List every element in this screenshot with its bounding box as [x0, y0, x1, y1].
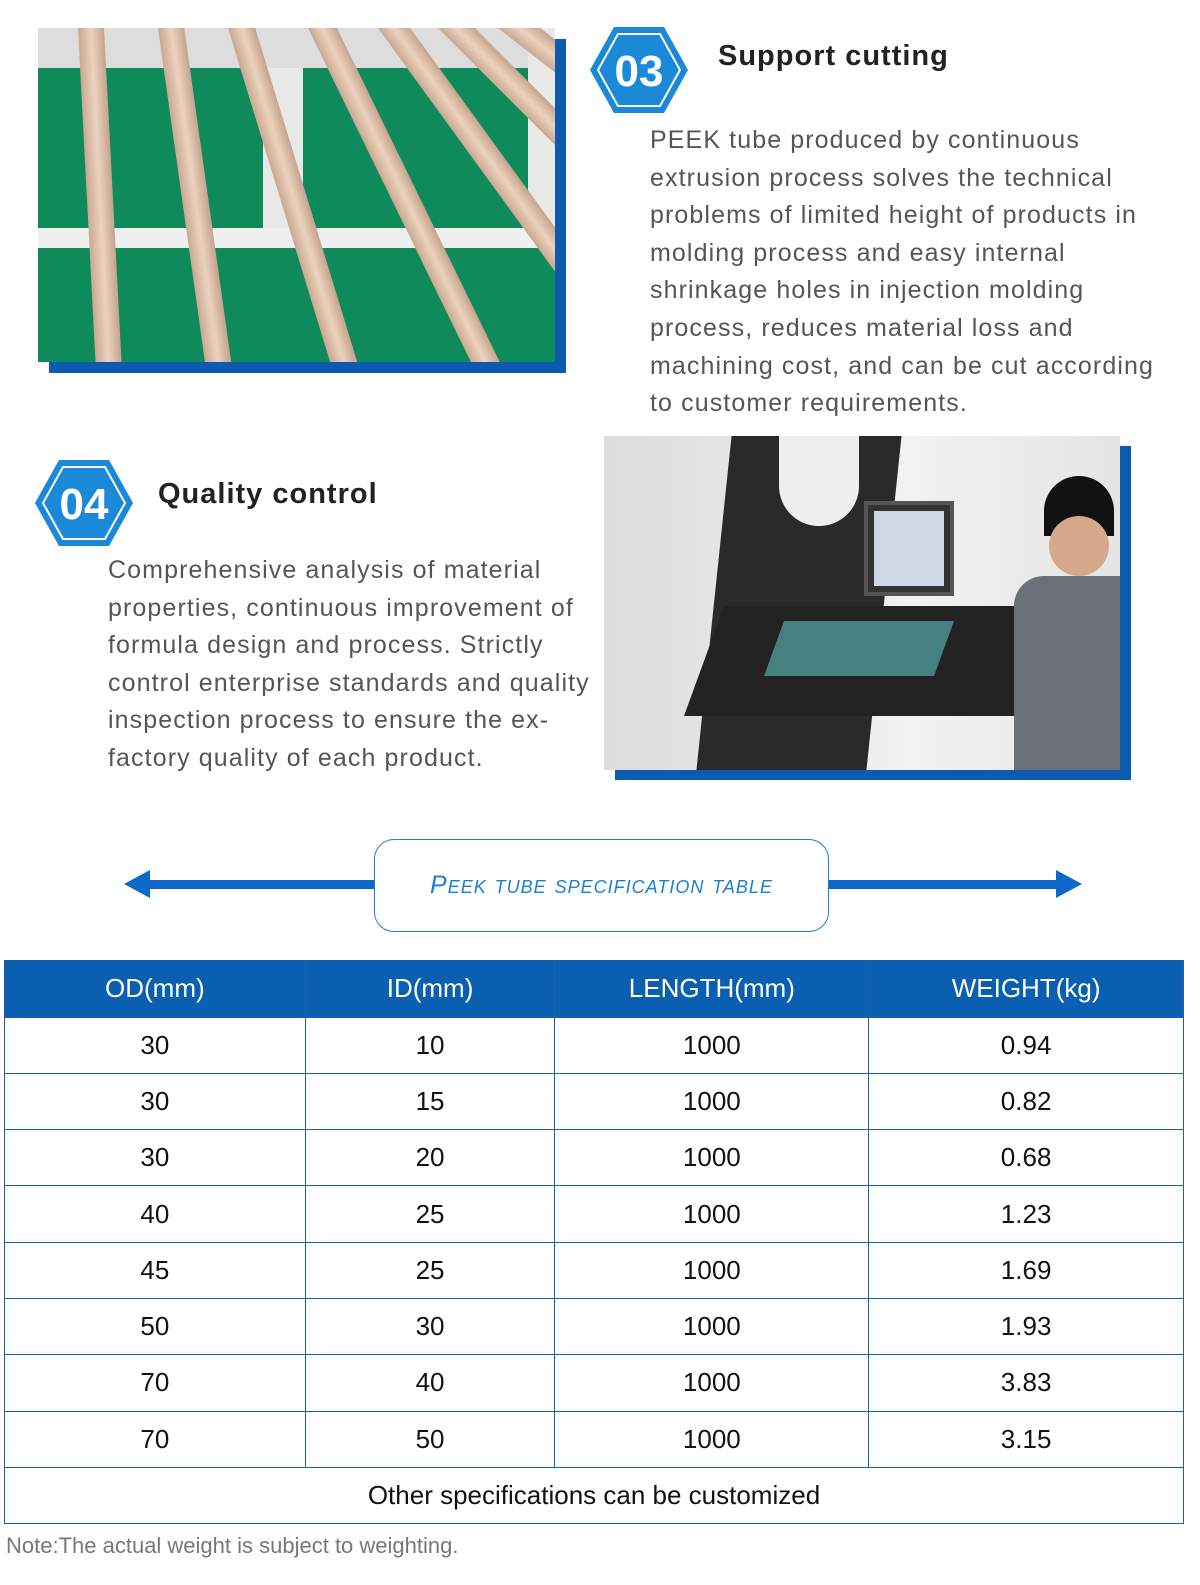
table-cell: 1000 [554, 1354, 870, 1412]
table-cell: 3.15 [868, 1410, 1184, 1468]
table-cell: 50 [4, 1297, 306, 1356]
badge-number: 04 [60, 480, 109, 529]
table-cell: 1.23 [868, 1185, 1184, 1243]
table-cell: 30 [4, 1016, 306, 1074]
badge-number: 03 [615, 47, 664, 96]
table-row: 45 25 1000 1.69 [4, 1241, 1184, 1299]
table-row: 70 50 1000 3.15 [4, 1410, 1184, 1468]
section-title: Support cutting [718, 40, 949, 72]
hexagon-badge-04-icon: 04 [35, 460, 133, 546]
table-cell: 0.68 [868, 1129, 1184, 1187]
header-weight: WEIGHT(kg) [868, 960, 1184, 1018]
table-row: 30 15 1000 0.82 [4, 1072, 1184, 1131]
weight-note: Note:The actual weight is subject to wei… [6, 1533, 459, 1558]
table-cell: 25 [304, 1185, 556, 1243]
spec-table-heading: Peek tube specification table [374, 839, 829, 932]
spec-table: OD(mm) ID(mm) LENGTH(mm) WEIGHT(kg) 30 10… [4, 960, 1184, 1525]
table-row: 40 25 1000 1.23 [4, 1185, 1184, 1243]
table-row: 30 10 1000 0.94 [4, 1016, 1184, 1074]
section-body: PEEK tube produced by continuous extrusi… [650, 126, 1154, 418]
table-cell: 1000 [554, 1410, 870, 1468]
arrow-right-line [829, 880, 1059, 889]
arrow-right-icon [1056, 870, 1082, 898]
quality-inspection-photo [604, 436, 1120, 770]
hexagon-badge-03-icon: 03 [590, 27, 688, 113]
table-cell: 25 [304, 1241, 556, 1299]
table-cell: 0.82 [868, 1072, 1184, 1131]
header-length: LENGTH(mm) [554, 960, 870, 1018]
table-footer-row: Other specifications can be customized [4, 1466, 1184, 1525]
section-body: Comprehensive analysis of material prope… [108, 556, 590, 772]
table-cell: 0.94 [868, 1016, 1184, 1074]
table-cell: 3.83 [868, 1354, 1184, 1412]
table-cell: 20 [304, 1129, 556, 1187]
arrow-left-icon [124, 870, 150, 898]
table-cell: 45 [4, 1241, 306, 1299]
table-cell: 70 [4, 1410, 306, 1468]
table-cell: 40 [4, 1185, 306, 1243]
table-row: 30 20 1000 0.68 [4, 1129, 1184, 1187]
header-id: ID(mm) [304, 960, 556, 1018]
table-cell: 1.93 [868, 1297, 1184, 1356]
table-cell: 30 [4, 1129, 306, 1187]
table-row: 70 40 1000 3.83 [4, 1354, 1184, 1412]
table-cell: 1000 [554, 1241, 870, 1299]
header-od: OD(mm) [4, 960, 306, 1018]
table-cell: 10 [304, 1016, 556, 1074]
table-row: 50 30 1000 1.93 [4, 1297, 1184, 1356]
arrow-left-line [145, 880, 375, 889]
table-cell: 1000 [554, 1129, 870, 1187]
spec-table-title: Peek tube specification table [430, 871, 773, 899]
table-cell: 30 [304, 1297, 556, 1356]
table-cell: 40 [304, 1354, 556, 1412]
table-cell: 1000 [554, 1072, 870, 1131]
table-cell: 1.69 [868, 1241, 1184, 1299]
table-cell: 1000 [554, 1297, 870, 1356]
table-cell: 1000 [554, 1185, 870, 1243]
table-header-row: OD(mm) ID(mm) LENGTH(mm) WEIGHT(kg) [4, 960, 1184, 1018]
section-title: Quality control [158, 478, 378, 510]
table-cell: 15 [304, 1072, 556, 1131]
table-cell: 70 [4, 1354, 306, 1412]
table-cell: 1000 [554, 1016, 870, 1074]
peek-rods-photo [38, 28, 555, 362]
table-cell: 50 [304, 1410, 556, 1468]
table-cell: 30 [4, 1072, 306, 1131]
table-footer: Other specifications can be customized [4, 1466, 1184, 1525]
